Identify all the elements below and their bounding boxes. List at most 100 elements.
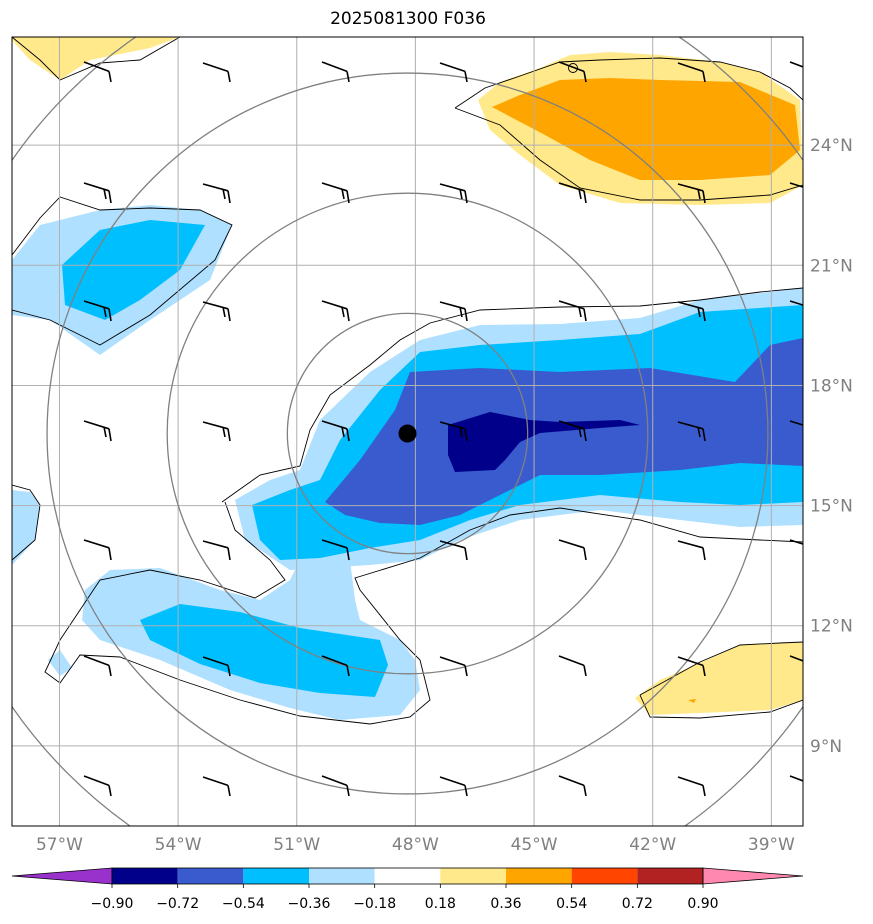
colorbar-label: −0.18 bbox=[353, 896, 396, 912]
lat-tick-label: 15°N bbox=[810, 497, 853, 517]
wind-barb bbox=[677, 183, 706, 204]
lon-tick-label: 39°W bbox=[748, 835, 795, 855]
lon-tick-label: 45°W bbox=[511, 835, 558, 855]
wind-barb bbox=[558, 420, 587, 442]
wind-barb bbox=[677, 656, 706, 677]
shade-yellow-se bbox=[635, 642, 803, 715]
wind-barb bbox=[83, 539, 112, 561]
colorbar-segment bbox=[177, 868, 244, 884]
shade-blue-sw bbox=[140, 604, 388, 697]
wind-barb bbox=[321, 655, 350, 677]
colorbar-segment bbox=[440, 868, 506, 884]
wind-barb bbox=[202, 656, 231, 677]
colorbar-segment bbox=[374, 868, 441, 884]
wind-barb bbox=[83, 61, 112, 83]
lat-tick-label: 12°N bbox=[810, 617, 853, 637]
colorbar-outline bbox=[111, 867, 704, 885]
colorbar-label: −0.54 bbox=[222, 896, 265, 912]
lon-tick-label: 54°W bbox=[155, 835, 202, 855]
wind-barb bbox=[321, 539, 350, 561]
wind-barb bbox=[439, 301, 468, 322]
lon-tick-label: 51°W bbox=[273, 835, 320, 855]
colorbar-label: 0.90 bbox=[687, 896, 718, 912]
colorbar-segment bbox=[571, 868, 638, 884]
wind-barb bbox=[202, 421, 231, 442]
lon-tick-label: 48°W bbox=[392, 835, 439, 855]
shade-yellow-nw bbox=[12, 37, 180, 80]
wind-barb bbox=[677, 301, 706, 322]
colorbar-label: −0.72 bbox=[156, 896, 199, 912]
colorbar: −0.90 −0.72 −0.54 −0.36 −0.18 0.18 0.36 0.54 0.7… bbox=[11, 867, 804, 912]
wind-barb bbox=[558, 300, 587, 322]
wind-barb bbox=[677, 776, 706, 797]
lon-tick-label: 42°W bbox=[629, 835, 676, 855]
lon-tick-label: 57°W bbox=[36, 835, 83, 855]
shade-medium-blue-main bbox=[325, 338, 803, 525]
wind-barb bbox=[677, 540, 706, 561]
wind-barb bbox=[83, 300, 112, 322]
colorbar-segment bbox=[506, 868, 572, 884]
shade-blue-nw bbox=[62, 220, 205, 320]
colorbar-label: −0.36 bbox=[288, 896, 331, 912]
wind-barb bbox=[321, 61, 350, 83]
colorbar-segment bbox=[637, 868, 703, 884]
range-ring bbox=[166, 192, 649, 675]
shade-dark-blue-main bbox=[448, 412, 640, 472]
wind-barb bbox=[202, 62, 231, 83]
wind-barb bbox=[558, 655, 587, 677]
field-shading bbox=[12, 37, 803, 720]
latitude-tick-labels: 9°N 12°N 15°N 18°N 21°N 24°N bbox=[810, 136, 853, 757]
colorbar-label: 0.54 bbox=[556, 896, 587, 912]
shade-orange-se bbox=[688, 699, 696, 703]
wind-barb bbox=[321, 775, 350, 797]
wind-barb bbox=[558, 182, 587, 204]
wind-barb bbox=[83, 775, 112, 797]
graticule bbox=[12, 37, 803, 826]
wind-barb bbox=[321, 182, 350, 204]
map-frame bbox=[11, 36, 804, 827]
map-title: 2025081300 F036 bbox=[330, 9, 486, 29]
wind-barb bbox=[321, 420, 350, 442]
wind-barb bbox=[83, 655, 112, 677]
wind-barb bbox=[439, 62, 468, 83]
wind-barb bbox=[558, 539, 587, 561]
field-contours bbox=[12, 37, 803, 725]
wind-barb bbox=[439, 776, 468, 797]
wind-barb bbox=[439, 656, 468, 677]
wind-barb bbox=[202, 183, 231, 204]
lat-tick-label: 9°N bbox=[810, 737, 842, 757]
wind-barb bbox=[677, 62, 706, 83]
wind-barb bbox=[83, 182, 112, 204]
wind-barb bbox=[439, 540, 468, 561]
wind-barb bbox=[321, 300, 350, 322]
wind-barb bbox=[202, 301, 231, 322]
wind-barb bbox=[202, 776, 231, 797]
colorbar-segment bbox=[112, 868, 178, 884]
shade-light-blue-w bbox=[12, 490, 40, 565]
colorbar-label: 0.36 bbox=[490, 896, 521, 912]
lat-tick-label: 21°N bbox=[810, 256, 853, 276]
lat-tick-label: 18°N bbox=[810, 376, 853, 396]
wind-barb bbox=[83, 420, 112, 442]
wind-barb bbox=[202, 540, 231, 561]
wind-barb bbox=[558, 61, 587, 83]
longitude-tick-labels: 57°W 54°W 51°W 48°W 45°W 42°W 39°W bbox=[36, 835, 795, 855]
lat-tick-label: 24°N bbox=[810, 136, 853, 156]
colorbar-label: 0.72 bbox=[622, 896, 653, 912]
colorbar-extend-high bbox=[702, 867, 804, 885]
shade-light-blue-sw2 bbox=[48, 650, 72, 676]
wind-barb bbox=[558, 775, 587, 797]
shade-orange-ne bbox=[492, 78, 800, 180]
colorbar-label: 0.18 bbox=[425, 896, 456, 912]
wind-barb bbox=[677, 421, 706, 442]
colorbar-segment bbox=[243, 868, 309, 884]
colorbar-label: −0.90 bbox=[91, 896, 134, 912]
range-ring bbox=[46, 72, 769, 795]
colorbar-extend-low bbox=[11, 867, 113, 885]
range-ring bbox=[286, 312, 529, 555]
colorbar-segment bbox=[309, 868, 375, 884]
wind-barb bbox=[439, 183, 468, 204]
storm-center-marker bbox=[398, 424, 417, 443]
